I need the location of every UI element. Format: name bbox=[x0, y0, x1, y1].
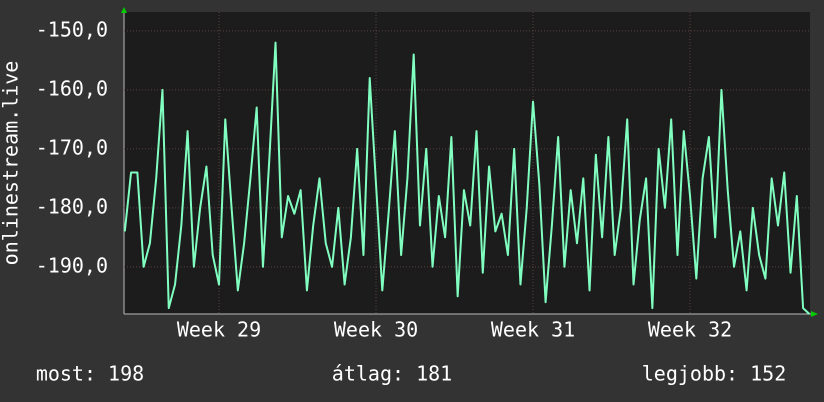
y-tick-label: -150,0 bbox=[36, 17, 108, 41]
stat-label: most: 198 bbox=[36, 362, 144, 386]
x-tick-label: Week 29 bbox=[177, 318, 261, 342]
x-tick-label: Week 30 bbox=[334, 318, 418, 342]
stat-label: átlag: 181 bbox=[332, 362, 452, 386]
y-tick-label: -180,0 bbox=[36, 194, 108, 218]
data-line bbox=[123, 41, 811, 315]
x-tick-label: Week 31 bbox=[491, 318, 575, 342]
plot-area bbox=[124, 12, 810, 314]
y-axis-label: onlinestream.live bbox=[0, 61, 23, 266]
axis-arrow bbox=[121, 7, 127, 13]
x-tick-label: Week 32 bbox=[648, 318, 732, 342]
y-tick-label: -190,0 bbox=[36, 253, 108, 277]
y-tick-label: -170,0 bbox=[36, 135, 108, 159]
y-tick-label: -160,0 bbox=[36, 76, 108, 100]
axis-arrow bbox=[811, 311, 818, 317]
stat-label: legjobb: 152 bbox=[642, 362, 787, 386]
